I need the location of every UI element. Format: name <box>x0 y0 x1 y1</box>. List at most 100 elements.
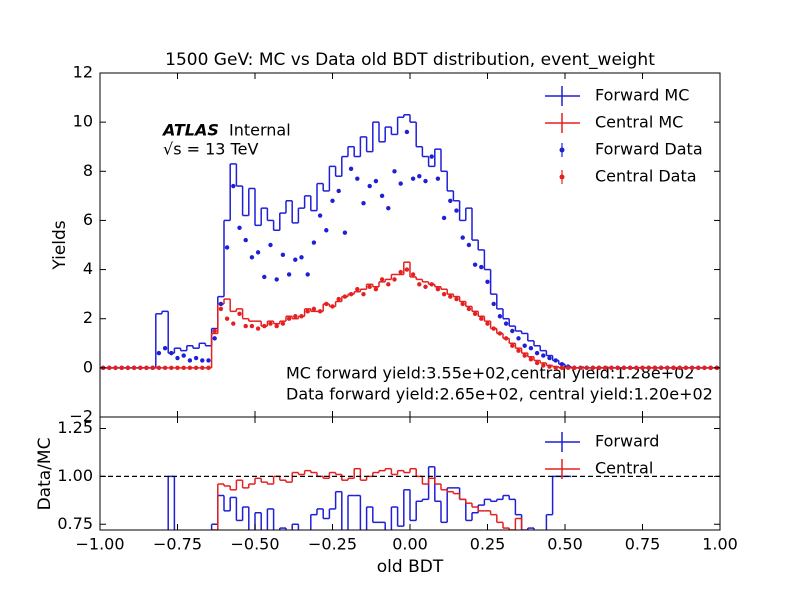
data-point <box>379 193 385 199</box>
data-point <box>193 365 199 371</box>
data-point <box>479 316 484 321</box>
data-point <box>237 311 242 316</box>
data-point <box>224 245 230 250</box>
data-point <box>169 350 174 356</box>
data-point <box>224 316 230 321</box>
data-point <box>218 301 224 307</box>
data-point <box>510 343 515 348</box>
data-point <box>255 326 261 331</box>
x-tick-label: 1.00 <box>702 535 738 554</box>
data-point <box>212 336 217 341</box>
data-point <box>448 294 453 299</box>
legend-label: Central MC <box>595 113 683 132</box>
data-point <box>175 365 180 371</box>
energy-label: √s = 13 TeV <box>163 140 258 159</box>
data-point <box>454 296 459 302</box>
data-point <box>311 306 317 312</box>
data-point <box>652 365 658 371</box>
data-point <box>262 323 267 329</box>
legend-label: Forward Data <box>595 140 703 159</box>
data-point <box>330 304 335 309</box>
data-point <box>125 365 131 371</box>
data-point <box>212 328 217 334</box>
data-point <box>441 291 447 297</box>
y-axis-label: Yields <box>50 220 70 270</box>
data-point <box>596 365 602 371</box>
data-point <box>472 262 478 267</box>
data-point <box>615 365 620 371</box>
legend-marker <box>559 174 565 180</box>
legend-label: Central Data <box>595 167 697 186</box>
y-tick-label: 1.25 <box>57 418 93 437</box>
data-point <box>131 365 137 371</box>
data-point <box>584 365 589 371</box>
data-point <box>181 353 186 358</box>
status-label: Internal <box>229 121 291 140</box>
data-point <box>485 321 490 326</box>
data-point <box>249 255 255 260</box>
data-point <box>435 287 441 292</box>
data-point <box>491 326 496 331</box>
data-point <box>497 331 503 336</box>
legend-marker <box>559 147 565 153</box>
data-point <box>193 355 199 361</box>
y-tick-label: 0.75 <box>57 514 93 533</box>
y-tick-label: −2 <box>69 407 93 426</box>
data-point <box>528 357 534 362</box>
data-point <box>348 291 354 297</box>
data-point <box>472 311 478 316</box>
data-point <box>107 365 112 371</box>
data-point <box>559 365 565 371</box>
data-point <box>355 287 360 292</box>
data-point <box>286 316 292 321</box>
legend-label: Forward <box>595 432 659 451</box>
data-point <box>448 198 453 203</box>
data-point <box>696 365 701 371</box>
x-tick-label: 0.00 <box>392 535 428 554</box>
x-tick-label: −1.00 <box>75 535 124 554</box>
x-tick-label: −0.50 <box>230 535 279 554</box>
data-point <box>231 183 236 189</box>
data-point <box>392 169 397 174</box>
data-point <box>634 365 639 371</box>
data-point <box>578 365 583 371</box>
data-point <box>138 365 143 371</box>
data-point <box>317 309 323 314</box>
data-point <box>187 358 193 363</box>
data-point <box>429 154 434 159</box>
data-point <box>627 365 633 371</box>
data-point <box>367 284 372 289</box>
data-point <box>255 250 261 255</box>
data-point <box>342 230 348 235</box>
data-point <box>404 267 410 272</box>
data-point <box>274 277 279 282</box>
data-point <box>479 264 484 270</box>
data-point <box>547 364 552 369</box>
data-point <box>286 272 292 277</box>
data-point <box>268 242 273 248</box>
data-point <box>417 174 422 179</box>
data-point <box>565 365 571 371</box>
data-point <box>268 321 273 326</box>
data-point <box>181 365 186 371</box>
data-point <box>150 365 155 371</box>
x-tick-label: −0.25 <box>308 535 357 554</box>
data-point <box>516 348 521 353</box>
data-point <box>336 188 341 194</box>
y-tick-label: 2 <box>83 308 93 327</box>
data-point <box>262 274 267 280</box>
data-point <box>280 321 286 326</box>
data-point <box>460 301 465 307</box>
data-point <box>156 365 162 371</box>
y-axis-label: Data/MC <box>35 438 55 511</box>
data-point <box>503 321 509 326</box>
data-point <box>113 365 118 371</box>
data-point <box>410 272 416 277</box>
data-point <box>541 363 546 368</box>
data-point <box>243 237 248 243</box>
data-point <box>317 213 323 218</box>
data-point <box>348 166 354 172</box>
data-point <box>621 365 627 371</box>
data-point <box>379 277 385 282</box>
